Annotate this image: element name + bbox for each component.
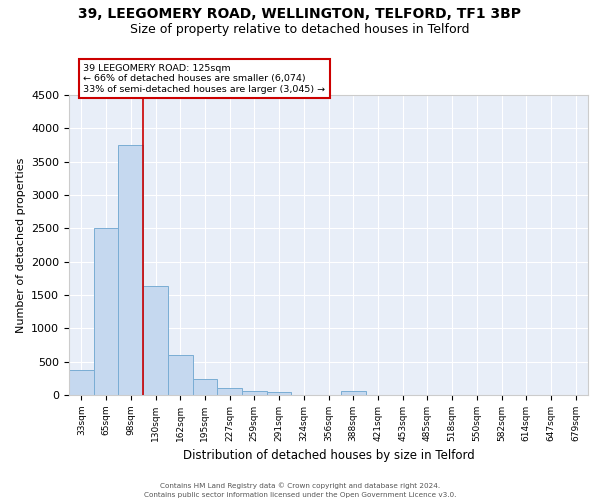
Bar	[118, 145, 143, 395]
Bar	[168, 355, 193, 395]
Bar	[341, 391, 365, 395]
X-axis label: Distribution of detached houses by size in Telford: Distribution of detached houses by size …	[182, 450, 475, 462]
Text: 39, LEEGOMERY ROAD, WELLINGTON, TELFORD, TF1 3BP: 39, LEEGOMERY ROAD, WELLINGTON, TELFORD,…	[79, 8, 521, 22]
Bar	[69, 370, 94, 395]
Y-axis label: Number of detached properties: Number of detached properties	[16, 158, 26, 332]
Text: Contains HM Land Registry data © Crown copyright and database right 2024.
Contai: Contains HM Land Registry data © Crown c…	[144, 482, 456, 498]
Bar	[242, 391, 267, 395]
Bar	[94, 228, 118, 395]
Bar	[217, 388, 242, 395]
Text: Size of property relative to detached houses in Telford: Size of property relative to detached ho…	[130, 22, 470, 36]
Bar	[143, 286, 168, 395]
Text: 39 LEEGOMERY ROAD: 125sqm
← 66% of detached houses are smaller (6,074)
33% of se: 39 LEEGOMERY ROAD: 125sqm ← 66% of detac…	[83, 64, 325, 94]
Bar	[267, 392, 292, 395]
Bar	[193, 379, 217, 395]
